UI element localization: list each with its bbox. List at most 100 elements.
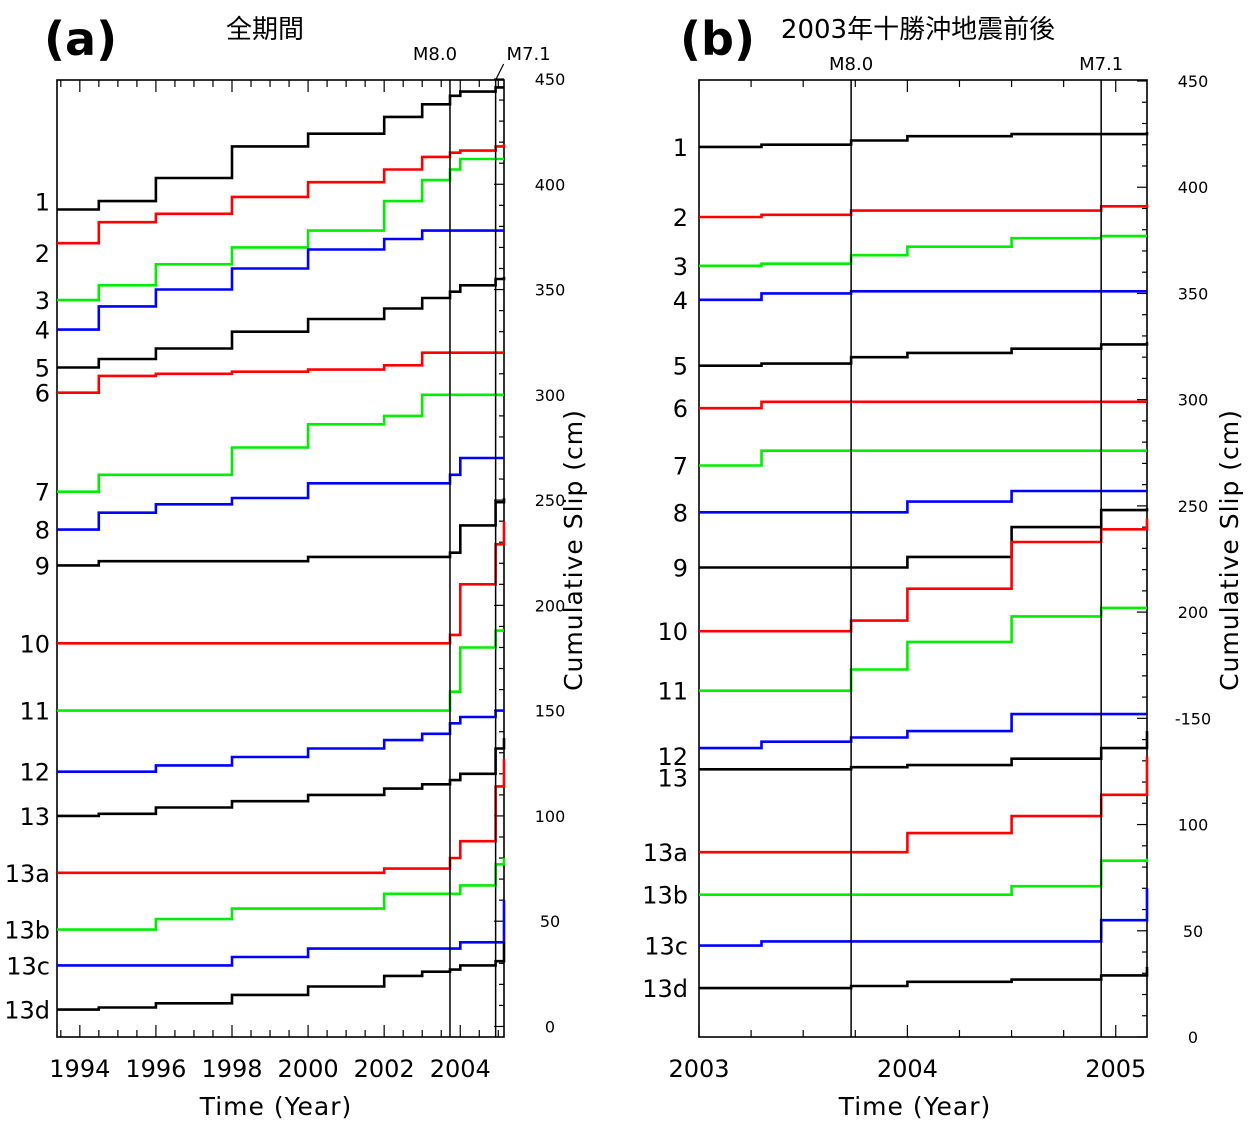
series-line-4 xyxy=(699,290,1147,302)
y-tick-label: 350 xyxy=(1178,284,1209,303)
event-label: M7.1 xyxy=(507,44,551,65)
series-label-6: 6 xyxy=(35,380,50,408)
y-tick-label: 450 xyxy=(1178,72,1209,91)
series-line-1 xyxy=(699,132,1149,149)
series-label-1: 1 xyxy=(673,134,688,162)
series-label-4: 4 xyxy=(673,287,688,315)
plot-frame xyxy=(698,79,1148,1038)
y-tick-label: 400 xyxy=(535,175,566,194)
series-label-11: 11 xyxy=(19,698,50,726)
series-label-13d: 13d xyxy=(642,975,688,1003)
series-line-7 xyxy=(57,393,504,493)
x-tick-label: 2003 xyxy=(668,1055,729,1083)
y-tick-label: 250 xyxy=(535,491,566,510)
series-label-7: 7 xyxy=(673,453,688,481)
y-tick-label: 200 xyxy=(1178,603,1209,622)
y-tick-label: 50 xyxy=(540,912,560,931)
x-tick-label: 1994 xyxy=(49,1055,110,1083)
y-tick-label: 300 xyxy=(535,386,566,405)
series-label-13c: 13c xyxy=(644,933,688,961)
series-label-7: 7 xyxy=(35,479,50,507)
series-line-13d xyxy=(699,966,1149,990)
series-line-13 xyxy=(57,738,506,818)
series-line-2 xyxy=(699,204,1149,219)
series-label-10: 10 xyxy=(657,618,688,646)
series-label-1: 1 xyxy=(35,189,50,217)
panel-b-ylabel: Cumulative Slip (cm) xyxy=(1215,409,1244,691)
series-line-3 xyxy=(699,234,1147,268)
series-line-5 xyxy=(699,342,1149,367)
y-tick-label: 300 xyxy=(1178,391,1209,410)
panel-a: (a) 全期間 Time (Year) Cumulative Slip (cm)… xyxy=(4,12,588,1121)
series-line-9 xyxy=(699,508,1149,569)
event-label: M8.0 xyxy=(413,44,457,65)
y-tick-label: 100 xyxy=(535,807,566,826)
panel-a-title: 全期間 xyxy=(226,15,304,45)
series-label-13d: 13d xyxy=(4,997,50,1025)
series-line-13 xyxy=(699,731,1149,771)
series-label-13a: 13a xyxy=(643,839,688,867)
series-line-5 xyxy=(57,276,506,369)
series-label-6: 6 xyxy=(673,395,688,423)
x-tick-label: 2004 xyxy=(877,1055,938,1083)
panel-a-plot: 1994 1996 1998 2000 2002 2004 0 50 100 150 200 250 3… xyxy=(4,44,565,1083)
plot-frame xyxy=(56,79,505,1038)
series-line-12 xyxy=(57,709,504,773)
event-label: M7.1 xyxy=(1079,54,1123,75)
series-line-8 xyxy=(57,456,504,531)
series-label-13b: 13b xyxy=(642,882,688,910)
event-label: M8.0 xyxy=(829,54,873,75)
series-label-9: 9 xyxy=(673,554,688,582)
series-line-10 xyxy=(57,521,506,645)
panel-b-letter: (b) xyxy=(680,12,755,66)
series-label-13: 13 xyxy=(19,803,50,831)
series-label-10: 10 xyxy=(19,630,50,658)
y-tick-label: 200 xyxy=(535,596,566,615)
series-line-7 xyxy=(699,449,1147,467)
y-tick-label: 100 xyxy=(1178,816,1209,835)
series-line-1 xyxy=(57,86,504,211)
panel-b-plot: 2003 2004 2005 0 50 100 -150 200 250 300 350 400 450… xyxy=(642,54,1211,1083)
panel-b-xlabel: Time (Year) xyxy=(838,1092,992,1121)
event-label-connector xyxy=(495,63,505,81)
panel-a-xlabel: Time (Year) xyxy=(199,1092,353,1121)
series-label-5: 5 xyxy=(35,354,50,382)
y-tick-label: 150 xyxy=(535,702,566,721)
x-tick-label: 2005 xyxy=(1085,1055,1146,1083)
series-label-12: 12 xyxy=(19,759,50,787)
x-tick-label: 1996 xyxy=(125,1055,186,1083)
panel-b: (b) 2003年十勝沖地震前後 Time (Year) Cumulative … xyxy=(642,12,1244,1121)
series-label-13a: 13a xyxy=(5,860,50,888)
y-tick-label: 50 xyxy=(1183,922,1203,941)
series-label-3: 3 xyxy=(673,253,688,281)
y-tick-label: 450 xyxy=(535,70,566,89)
series-label-12: 12 xyxy=(657,743,688,771)
series-label-13: 13 xyxy=(657,764,688,792)
series-label-9: 9 xyxy=(35,552,50,580)
series-line-13b xyxy=(699,858,1149,896)
series-label-13b: 13b xyxy=(4,917,50,945)
y-tick-label: 0 xyxy=(1188,1028,1198,1047)
series-line-11 xyxy=(57,629,504,712)
panel-b-title: 2003年十勝沖地震前後 xyxy=(781,15,1055,45)
series-label-8: 8 xyxy=(673,499,688,527)
series-line-13d xyxy=(57,942,506,1011)
y-tick-label: 0 xyxy=(545,1017,555,1036)
series-line-10 xyxy=(699,518,1149,633)
y-tick-label: 400 xyxy=(1178,178,1209,197)
series-label-13c: 13c xyxy=(6,952,50,980)
series-label-2: 2 xyxy=(673,204,688,232)
x-tick-label: 2000 xyxy=(278,1055,339,1083)
panel-a-letter: (a) xyxy=(44,12,117,66)
series-line-13a xyxy=(57,759,506,875)
x-tick-label: 2002 xyxy=(354,1055,415,1083)
series-label-5: 5 xyxy=(673,353,688,381)
y-tick-label: 250 xyxy=(1178,497,1209,516)
series-line-6 xyxy=(57,351,504,394)
x-tick-label: 1998 xyxy=(201,1055,262,1083)
x-tick-label: 2004 xyxy=(430,1055,491,1083)
panel-a-ylabel: Cumulative Slip (cm) xyxy=(559,409,588,691)
series-line-2 xyxy=(57,144,506,245)
series-line-3 xyxy=(57,157,504,302)
